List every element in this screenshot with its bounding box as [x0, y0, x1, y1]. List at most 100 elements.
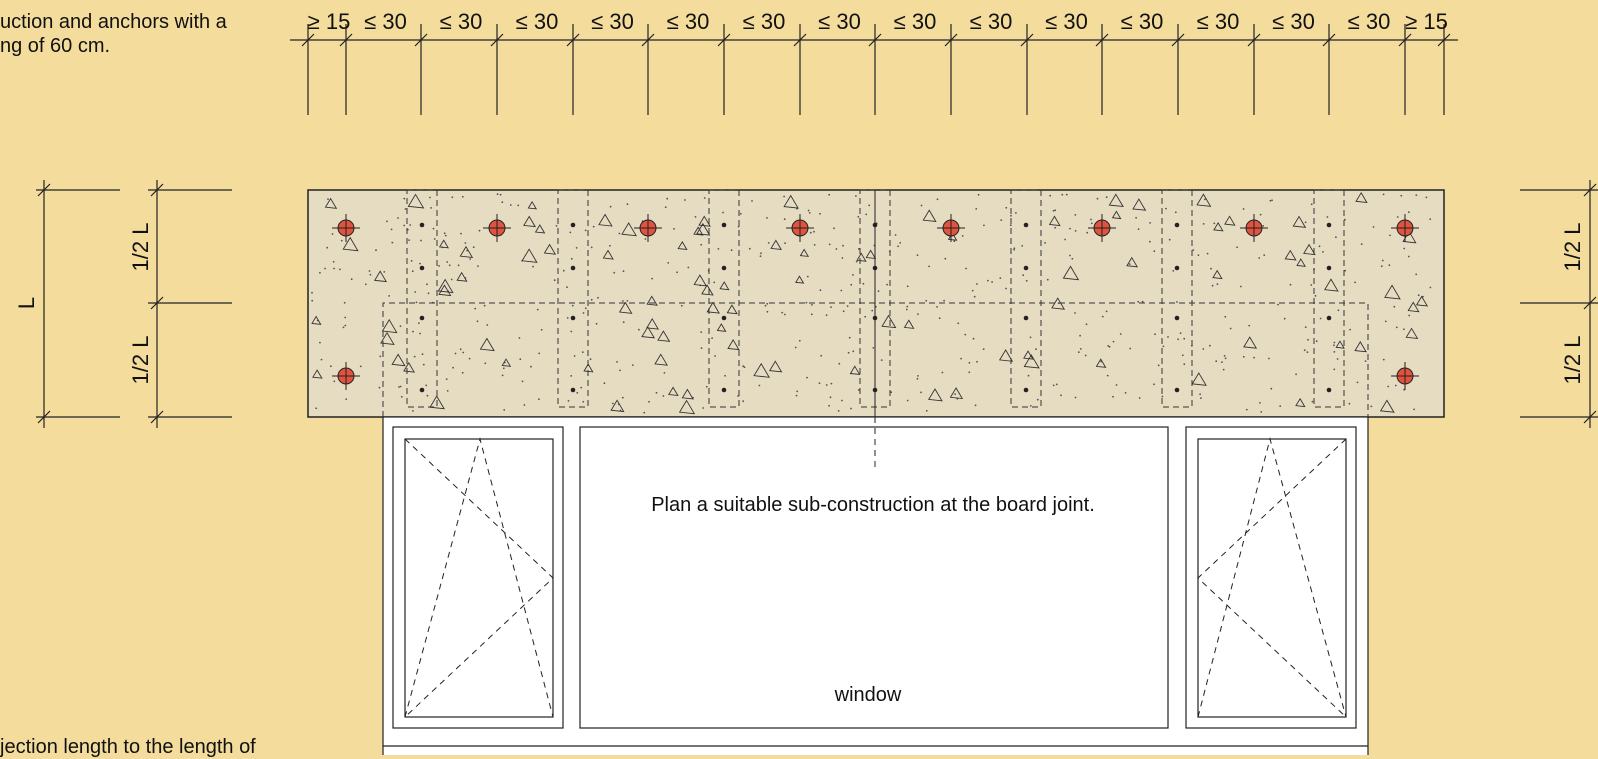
texture-dot — [403, 197, 406, 200]
texture-dot — [783, 195, 785, 198]
texture-dot — [368, 270, 371, 272]
texture-dot — [327, 198, 329, 201]
texture-dot — [448, 264, 451, 267]
texture-dot — [379, 355, 382, 358]
texture-dot — [1326, 216, 1329, 218]
texture-dot — [838, 362, 841, 365]
texture-dot — [1154, 333, 1156, 336]
texture-dot — [983, 224, 985, 227]
texture-dot — [766, 217, 768, 219]
texture-dot — [1223, 355, 1226, 357]
texture-dot — [1005, 287, 1007, 290]
texture-dot — [1106, 374, 1109, 377]
texture-dot — [519, 358, 522, 361]
texture-dot — [751, 200, 753, 202]
rivet-point — [721, 265, 727, 271]
texture-dot — [743, 366, 746, 369]
texture-dot — [1157, 364, 1160, 367]
texture-dot — [311, 291, 313, 294]
anchor-points — [332, 214, 1419, 390]
rivet-point — [419, 387, 425, 393]
texture-dot — [684, 199, 686, 201]
texture-dot — [618, 232, 621, 235]
texture-dot — [680, 304, 683, 307]
texture-aggregate — [610, 399, 625, 413]
rivet-point — [1174, 315, 1180, 321]
texture-dot — [446, 261, 449, 263]
texture-dot — [1403, 328, 1405, 331]
texture-aggregate — [1295, 397, 1306, 408]
texture-dot — [626, 203, 629, 206]
texture-aggregate — [1111, 210, 1122, 220]
texture-dot — [857, 389, 860, 391]
texture-dot — [429, 196, 431, 199]
texture-dot — [687, 266, 690, 269]
texture-dot — [813, 230, 815, 233]
dimension-tick — [1095, 33, 1109, 47]
texture-aggregate — [726, 304, 738, 315]
texture-dot — [427, 292, 430, 295]
texture-dot — [1222, 368, 1225, 371]
texture-dot — [590, 298, 593, 301]
texture-dot — [806, 275, 809, 278]
texture-dot — [319, 271, 321, 274]
texture-dot — [400, 395, 403, 398]
texture-dot — [1077, 351, 1080, 354]
texture-dot — [530, 365, 532, 368]
vertical-profile — [1010, 189, 1042, 408]
texture-dot — [566, 286, 568, 289]
texture-dot — [603, 382, 606, 385]
rivet-point — [570, 315, 576, 321]
texture-dot — [331, 233, 334, 235]
texture-dot — [833, 227, 835, 230]
texture-dot — [419, 332, 421, 335]
texture-dot — [1311, 400, 1314, 403]
texture-dot — [1052, 384, 1055, 387]
texture-aggregate — [1243, 336, 1258, 349]
texture-dot — [418, 322, 420, 324]
window-frame — [382, 416, 1369, 755]
texture-dot — [1054, 226, 1057, 229]
dimension-label: ≤ 30 — [1272, 9, 1315, 34]
texture-dot — [1271, 199, 1273, 202]
texture-dot — [760, 252, 762, 255]
texture-dot — [766, 310, 769, 313]
texture-dot — [426, 283, 428, 286]
texture-dot — [330, 365, 332, 368]
texture-dot — [1348, 402, 1351, 405]
texture-dot — [916, 377, 919, 380]
texture-dot — [411, 270, 414, 273]
texture-dot — [1108, 345, 1111, 348]
texture-dot — [413, 355, 416, 358]
texture-dot — [717, 248, 720, 250]
texture-dot — [433, 238, 436, 240]
texture-dot — [1124, 392, 1127, 394]
texture-aggregate — [1224, 215, 1236, 226]
texture-aggregate — [1023, 350, 1034, 360]
texture-dot — [472, 246, 475, 249]
texture-dot — [1168, 238, 1171, 241]
texture-dot — [819, 289, 822, 292]
texture-dot — [339, 268, 341, 271]
texture-dot — [1090, 218, 1092, 221]
texture-dot — [794, 346, 797, 349]
dimension-label: ≤ 30 — [667, 9, 710, 34]
texture-dot — [847, 351, 850, 354]
texture-aggregate — [534, 224, 546, 234]
texture-aggregate — [1405, 327, 1419, 339]
texture-dot — [1382, 193, 1385, 196]
texture-dot — [1216, 283, 1219, 286]
dimension-label-l: L — [14, 297, 39, 309]
texture-dot — [1022, 274, 1025, 277]
texture-dot — [1000, 219, 1003, 222]
texture-aggregate — [903, 319, 915, 329]
texture-dot — [1115, 384, 1118, 386]
texture-dot — [944, 257, 947, 260]
texture-dot — [584, 229, 587, 232]
texture-dot — [1314, 295, 1317, 297]
texture-dot — [359, 365, 362, 368]
texture-dot — [1071, 257, 1074, 260]
texture-aggregate — [311, 315, 322, 325]
texture-dot — [852, 350, 855, 353]
texture-aggregate — [1324, 278, 1339, 292]
